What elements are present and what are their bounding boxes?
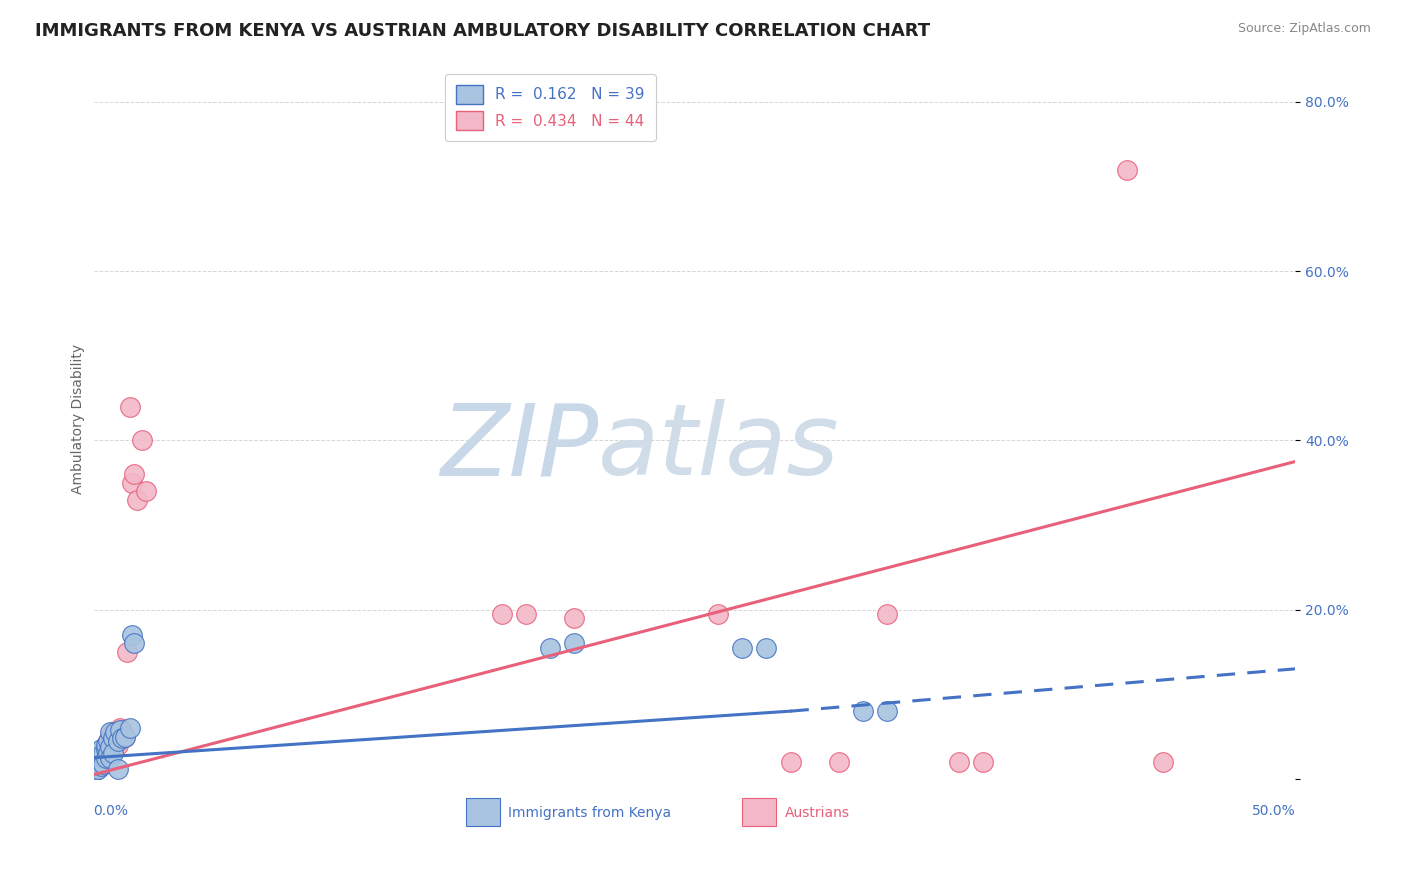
- Point: [108, 723, 131, 737]
- Point: [84, 755, 107, 769]
- Point: [94, 742, 117, 756]
- Point: [111, 731, 134, 746]
- Point: [90, 755, 112, 769]
- Point: [101, 725, 124, 739]
- Point: [972, 755, 994, 769]
- Point: [107, 738, 129, 752]
- Point: [84, 759, 107, 773]
- Point: [101, 747, 124, 761]
- Point: [94, 738, 117, 752]
- Y-axis label: Ambulatory Disability: Ambulatory Disability: [72, 344, 86, 494]
- Point: [90, 753, 112, 767]
- Point: [107, 725, 129, 739]
- Point: [91, 756, 114, 771]
- Point: [90, 750, 112, 764]
- Point: [94, 748, 117, 763]
- Point: [118, 400, 141, 414]
- Point: [91, 750, 114, 764]
- Point: [538, 640, 561, 655]
- Point: [97, 747, 120, 761]
- Point: [115, 645, 138, 659]
- Point: [731, 640, 754, 655]
- Point: [84, 762, 107, 776]
- Point: [91, 742, 114, 756]
- Point: [108, 721, 131, 735]
- Point: [87, 747, 110, 761]
- Point: [124, 467, 146, 482]
- Point: [91, 747, 114, 761]
- Point: [101, 731, 124, 746]
- Point: [125, 492, 148, 507]
- Legend: R =  0.162   N = 39, R =  0.434   N = 44: R = 0.162 N = 39, R = 0.434 N = 44: [444, 74, 655, 141]
- Point: [118, 721, 141, 735]
- Point: [87, 750, 110, 764]
- Point: [121, 475, 143, 490]
- Point: [1152, 755, 1174, 769]
- Text: atlas: atlas: [599, 400, 839, 497]
- Point: [90, 742, 112, 756]
- Point: [876, 607, 898, 621]
- Point: [827, 755, 849, 769]
- Point: [104, 731, 127, 746]
- Point: [94, 753, 117, 767]
- Point: [515, 607, 537, 621]
- Point: [491, 607, 513, 621]
- Point: [707, 607, 730, 621]
- Point: [135, 484, 157, 499]
- Point: [124, 636, 146, 650]
- Point: [948, 755, 970, 769]
- Point: [107, 733, 129, 747]
- Bar: [465, 798, 499, 826]
- Point: [84, 755, 107, 769]
- Text: Austrians: Austrians: [785, 806, 849, 821]
- Text: IMMIGRANTS FROM KENYA VS AUSTRIAN AMBULATORY DISABILITY CORRELATION CHART: IMMIGRANTS FROM KENYA VS AUSTRIAN AMBULA…: [35, 22, 931, 40]
- Point: [1116, 162, 1139, 177]
- Point: [91, 750, 114, 764]
- Point: [755, 640, 778, 655]
- Point: [101, 733, 124, 747]
- Point: [121, 628, 143, 642]
- Point: [100, 725, 122, 739]
- Point: [104, 725, 127, 739]
- Point: [852, 704, 875, 718]
- Point: [114, 730, 136, 744]
- Point: [100, 738, 122, 752]
- Point: [562, 611, 585, 625]
- Bar: [742, 798, 776, 826]
- Point: [90, 747, 112, 761]
- Text: ZIP: ZIP: [440, 400, 599, 497]
- Point: [562, 636, 585, 650]
- Point: [97, 733, 120, 747]
- Point: [87, 756, 110, 771]
- Point: [131, 434, 153, 448]
- Text: 0.0%: 0.0%: [94, 804, 128, 818]
- Point: [90, 759, 112, 773]
- Text: Immigrants from Kenya: Immigrants from Kenya: [508, 806, 671, 821]
- Point: [779, 755, 801, 769]
- Point: [100, 739, 122, 754]
- Point: [87, 762, 110, 776]
- Point: [87, 756, 110, 771]
- Point: [87, 750, 110, 764]
- Point: [91, 756, 114, 771]
- Point: [94, 738, 117, 752]
- Point: [97, 742, 120, 756]
- Point: [97, 733, 120, 747]
- Text: 50.0%: 50.0%: [1251, 804, 1295, 818]
- Point: [84, 764, 107, 778]
- Point: [90, 759, 112, 773]
- Point: [94, 750, 117, 764]
- Point: [100, 750, 122, 764]
- Point: [97, 750, 120, 764]
- Point: [100, 730, 122, 744]
- Point: [114, 730, 136, 744]
- Point: [111, 723, 134, 737]
- Point: [876, 704, 898, 718]
- Text: Source: ZipAtlas.com: Source: ZipAtlas.com: [1237, 22, 1371, 36]
- Point: [107, 762, 129, 776]
